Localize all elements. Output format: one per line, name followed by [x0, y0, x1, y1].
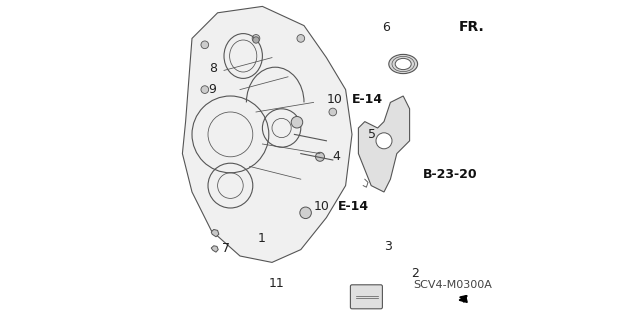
- FancyBboxPatch shape: [351, 285, 383, 309]
- Circle shape: [201, 86, 209, 93]
- Text: B-23-20: B-23-20: [422, 168, 477, 181]
- Polygon shape: [211, 229, 219, 237]
- Text: 4: 4: [333, 150, 340, 163]
- Text: FR.: FR.: [460, 20, 485, 34]
- Ellipse shape: [389, 54, 417, 74]
- Ellipse shape: [396, 59, 412, 70]
- Text: 11: 11: [269, 277, 285, 290]
- Text: 1: 1: [258, 232, 266, 245]
- Polygon shape: [182, 6, 352, 262]
- Polygon shape: [358, 96, 410, 192]
- Text: 10: 10: [326, 93, 342, 106]
- Polygon shape: [211, 246, 218, 252]
- Text: E-14: E-14: [338, 200, 369, 213]
- Circle shape: [291, 116, 303, 128]
- Circle shape: [316, 152, 324, 161]
- Circle shape: [329, 108, 337, 116]
- Text: 6: 6: [383, 21, 390, 34]
- Circle shape: [252, 35, 260, 42]
- Text: E-14: E-14: [352, 93, 383, 106]
- Text: 5: 5: [368, 128, 376, 141]
- Circle shape: [376, 133, 392, 149]
- Circle shape: [297, 35, 305, 42]
- Circle shape: [253, 37, 259, 43]
- Text: 2: 2: [412, 267, 419, 280]
- Circle shape: [300, 207, 312, 219]
- Text: 3: 3: [384, 240, 392, 253]
- Text: 8: 8: [210, 62, 218, 75]
- Text: 9: 9: [208, 83, 216, 96]
- Polygon shape: [460, 296, 467, 302]
- Text: 10: 10: [314, 200, 330, 213]
- Text: 7: 7: [223, 243, 230, 255]
- Text: SCV4-M0300A: SCV4-M0300A: [413, 280, 492, 290]
- Circle shape: [201, 41, 209, 49]
